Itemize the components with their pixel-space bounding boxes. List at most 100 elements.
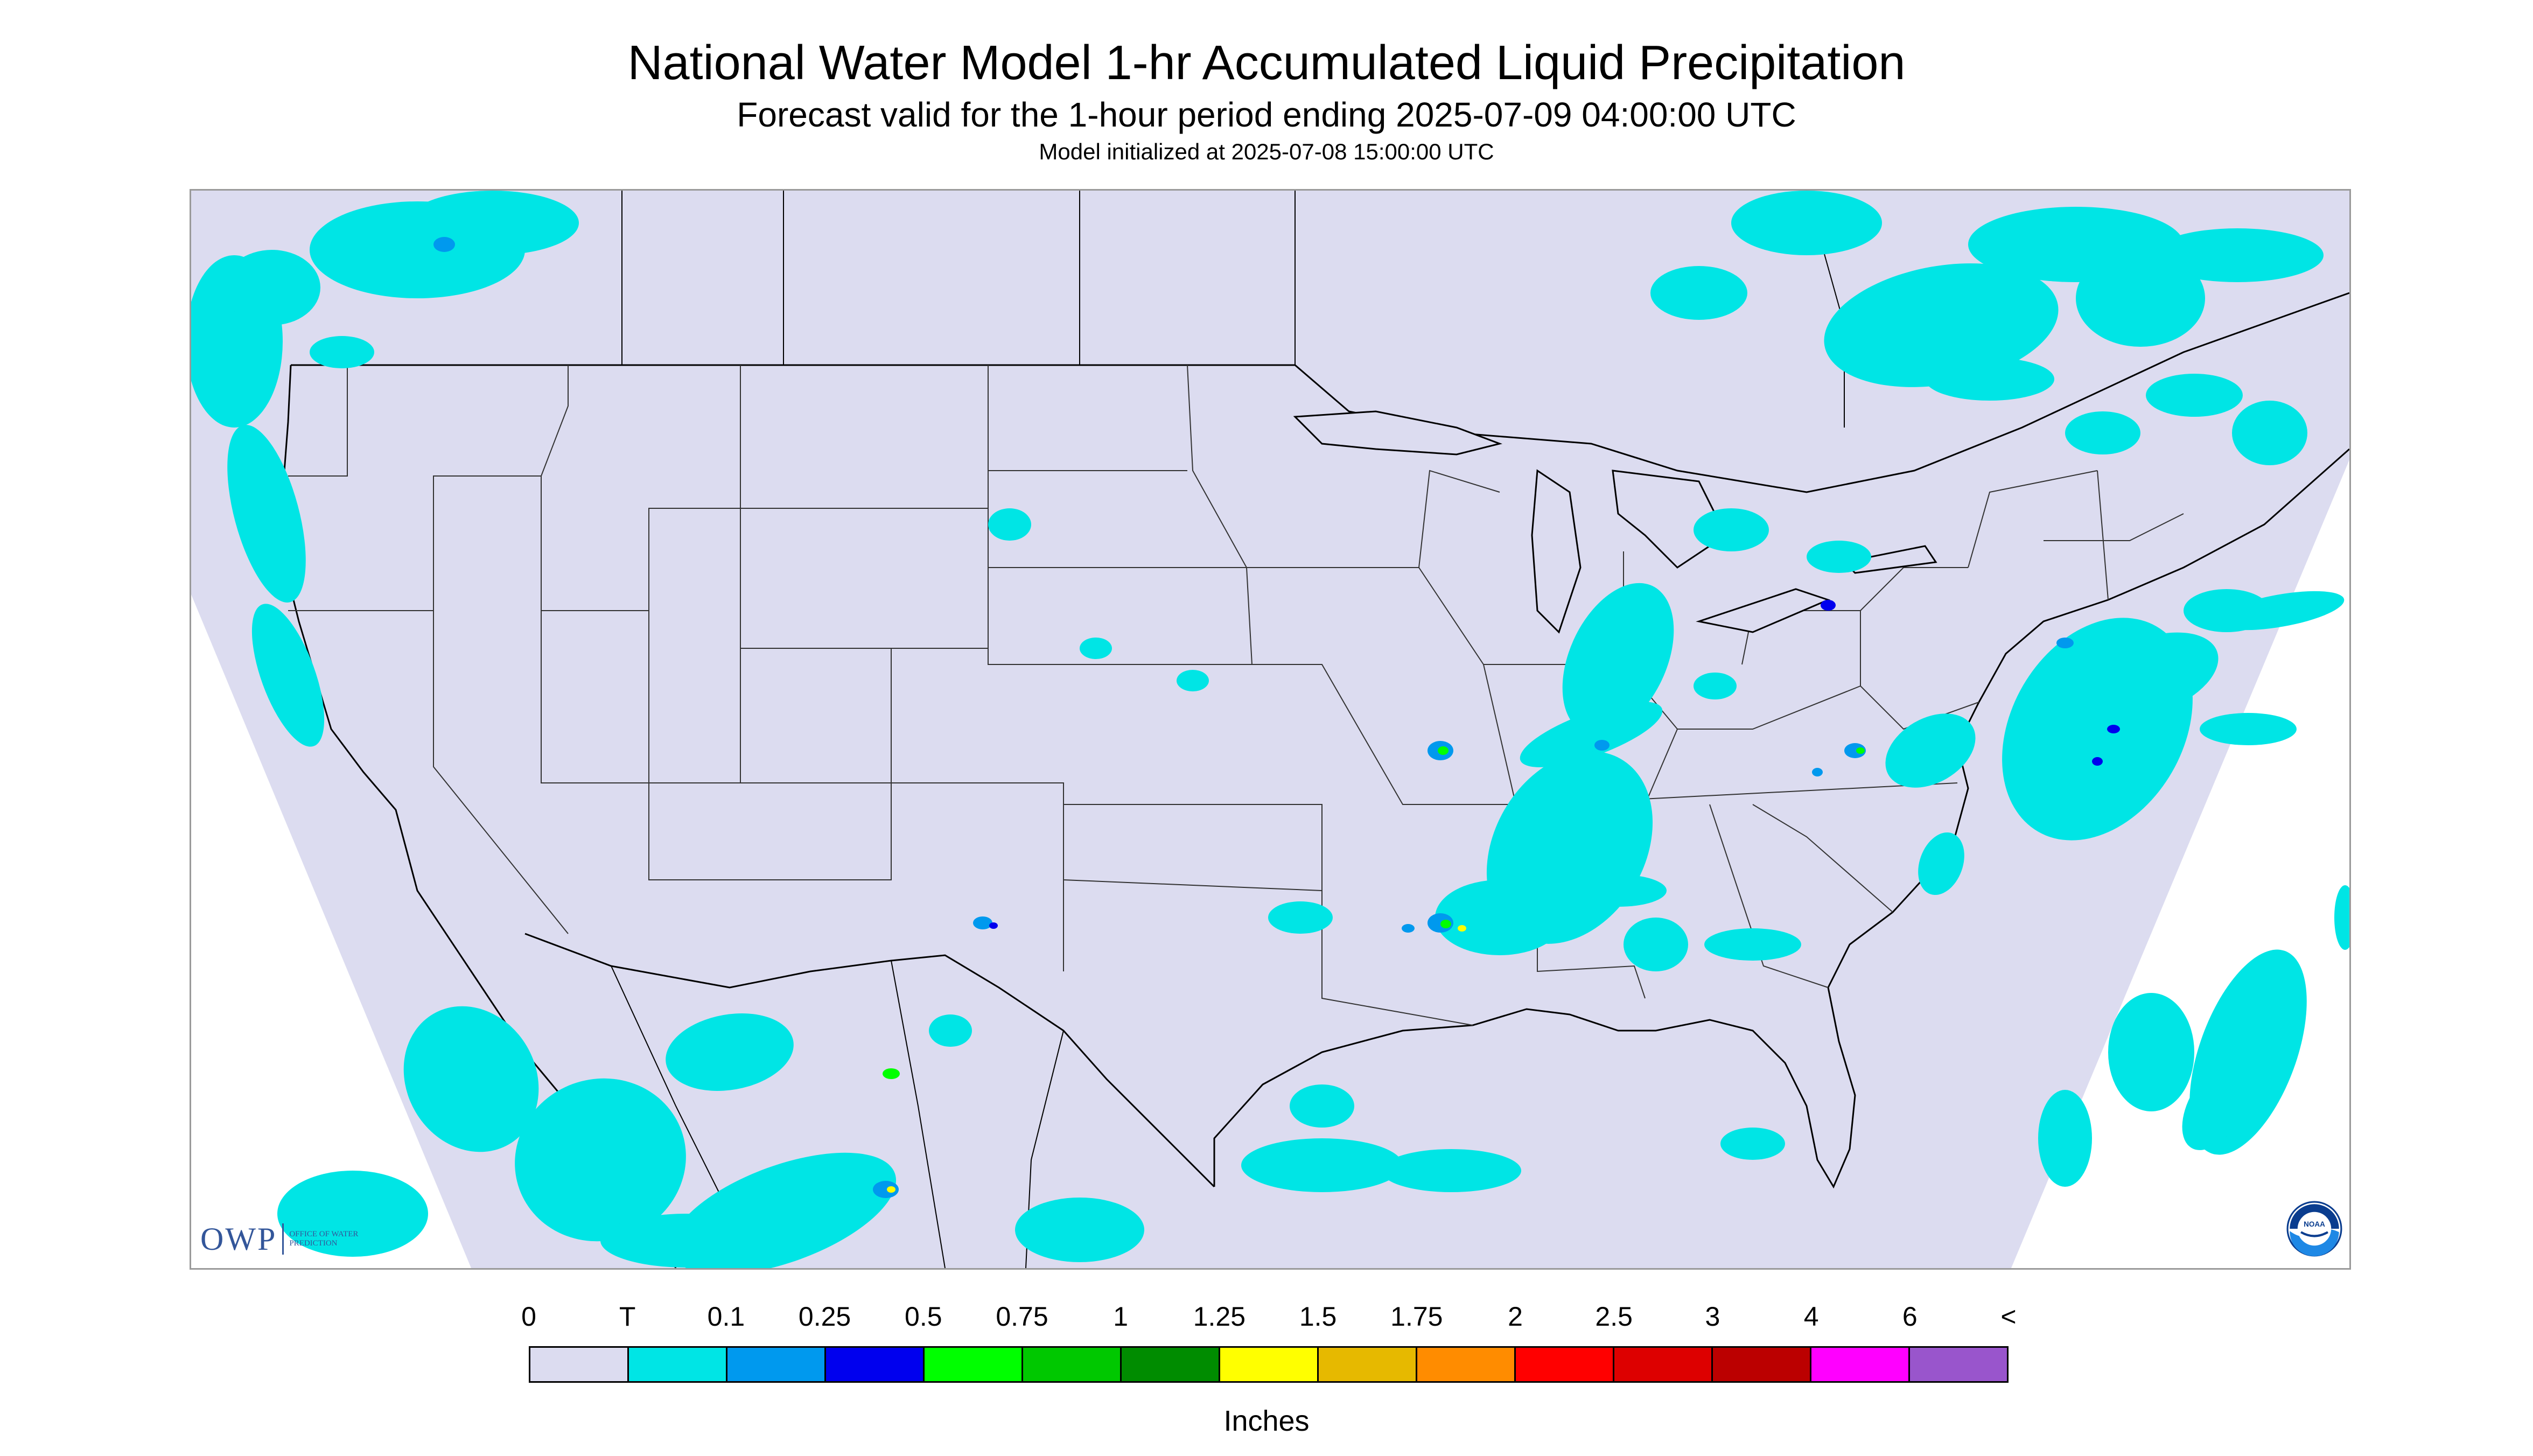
precip-cell xyxy=(1824,263,2059,387)
precip-cell xyxy=(1918,832,1964,895)
legend-swatch xyxy=(925,1348,1023,1381)
precip-cell xyxy=(2065,411,2140,454)
precip-cell xyxy=(973,916,992,929)
legend-tick-label: 1.75 xyxy=(1390,1301,1443,1332)
legend-tick-label: 0.5 xyxy=(905,1301,942,1332)
precip-cell xyxy=(887,1186,895,1193)
legend-units: Inches xyxy=(1223,1405,1310,1437)
legend-swatch xyxy=(1713,1348,1811,1381)
precip-cell xyxy=(1570,874,1667,907)
precip-cell xyxy=(1268,901,1333,934)
precip-cell xyxy=(2038,1090,2092,1187)
precip-cell xyxy=(1731,191,1882,255)
precip-cell xyxy=(2076,250,2205,347)
canada-provinces xyxy=(621,191,1845,428)
precip-cell xyxy=(1720,1128,1785,1160)
precip-cell xyxy=(2184,589,2270,632)
precip-cell xyxy=(1885,713,1976,788)
precip-cell xyxy=(1844,743,1866,758)
precip-cell xyxy=(1241,1138,1403,1192)
map-canvas xyxy=(191,191,2349,1268)
legend-tick-label: < xyxy=(2000,1301,2017,1332)
precip-cell xyxy=(1821,600,1836,611)
legend-tick-label: 0 xyxy=(521,1301,536,1332)
precip-cell xyxy=(929,1014,972,1047)
legend-swatch xyxy=(1319,1348,1417,1381)
precip-cell xyxy=(1594,740,1610,751)
legend-tick-label: 6 xyxy=(1902,1301,1918,1332)
legend-swatch xyxy=(727,1348,826,1381)
legend-swatch xyxy=(1023,1348,1122,1381)
precipitation-legend xyxy=(529,1346,2009,1383)
owp-logo: OWP Office of Water Prediction xyxy=(200,1221,370,1257)
precip-cell xyxy=(223,250,320,325)
precip-cell xyxy=(1694,508,1769,551)
lake-michigan xyxy=(1531,469,1582,634)
great-lakes xyxy=(1293,410,1937,634)
precip-cell xyxy=(2056,638,2074,648)
precip-cell xyxy=(277,1171,428,1257)
precip-cell xyxy=(1435,880,1564,955)
precip-cell xyxy=(1381,1149,1521,1192)
legend-swatch xyxy=(1910,1348,2007,1381)
legend-swatch xyxy=(1220,1348,1319,1381)
state-boundaries xyxy=(288,365,2184,1026)
legend-tick-label: 0.25 xyxy=(798,1301,851,1332)
precip-cell xyxy=(2182,1062,2250,1150)
legend-swatch xyxy=(1811,1348,1910,1381)
lake-huron xyxy=(1612,470,1727,569)
precip-cell xyxy=(1520,702,1663,767)
model-init-text: Model initialized at 2025-07-08 15:00:00… xyxy=(1039,139,1494,164)
precip-cell xyxy=(2092,757,2103,766)
precip-cell xyxy=(227,425,306,603)
precip-cell xyxy=(1177,670,1209,691)
us-canada-border xyxy=(291,292,2349,493)
gulf-coast xyxy=(1213,987,1856,1189)
map-title: National Water Model 1-hr Accumulated Li… xyxy=(627,36,1906,90)
precip-cell xyxy=(1080,638,1112,659)
precip-cell xyxy=(2107,725,2120,733)
model-domain xyxy=(191,191,2349,1268)
precip-cell xyxy=(1290,1084,1354,1128)
legend-tick-label: T xyxy=(619,1301,636,1332)
owp-divider xyxy=(282,1223,284,1255)
precip-cell xyxy=(1440,920,1451,928)
precip-cell xyxy=(989,922,998,929)
owp-label: Office of Water Prediction xyxy=(289,1230,359,1248)
precipitation-map xyxy=(190,189,2351,1270)
precip-cell xyxy=(433,237,455,252)
precip-cell xyxy=(873,1181,899,1198)
legend-swatch xyxy=(826,1348,925,1381)
legend-tick-label: 0.1 xyxy=(707,1301,745,1332)
legend-tick-label: 2 xyxy=(1508,1301,1523,1332)
precipitation-areas xyxy=(191,191,2349,1268)
precip-cell xyxy=(1458,925,1466,932)
lake-superior xyxy=(1293,410,1503,456)
precip-cell xyxy=(1650,266,1747,320)
legend-swatch xyxy=(1516,1348,1614,1381)
precip-cell xyxy=(1438,746,1449,755)
precip-cell xyxy=(1562,583,1674,736)
precip-cell xyxy=(2151,228,2324,282)
precip-cell xyxy=(2232,401,2307,465)
us-mexico-border xyxy=(524,933,1215,1188)
legend-tick-label: 1.25 xyxy=(1193,1301,1246,1332)
precip-cell xyxy=(1812,768,1823,776)
precip-cell xyxy=(2108,993,2194,1111)
noaa-logo-icon: NOAA xyxy=(2286,1201,2342,1257)
legend-tick-label: 2.5 xyxy=(1595,1301,1633,1332)
precip-cell xyxy=(988,508,1031,541)
precip-cell xyxy=(515,1078,686,1242)
precip-cell xyxy=(1624,918,1688,971)
legend-swatch xyxy=(1417,1348,1516,1381)
legend-tick-label: 1.5 xyxy=(1299,1301,1337,1332)
precip-cell xyxy=(251,604,325,747)
precip-cell xyxy=(1402,924,1415,933)
legend-swatch xyxy=(530,1348,629,1381)
precip-cell xyxy=(310,336,374,368)
precip-cell xyxy=(403,1006,539,1152)
precip-cell xyxy=(1704,928,1801,961)
map-subtitle: Forecast valid for the 1-hour period end… xyxy=(737,95,1796,134)
precip-cell xyxy=(1015,1198,1144,1262)
precip-cell xyxy=(670,1152,897,1268)
